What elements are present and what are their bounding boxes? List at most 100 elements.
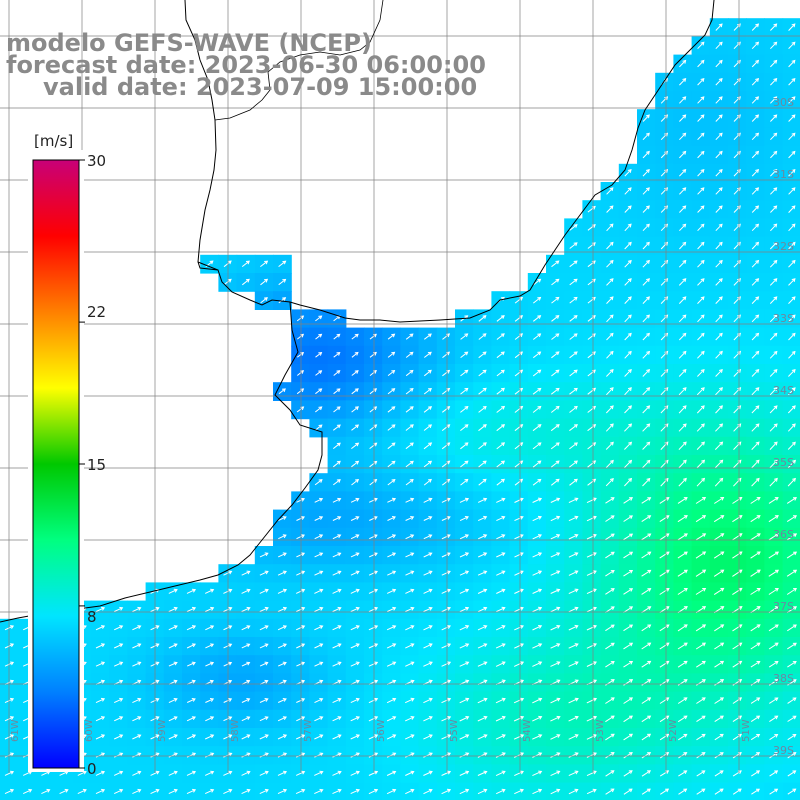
lat-label: 36S <box>773 528 794 541</box>
wind-arrow <box>715 78 723 86</box>
wind-arrow <box>405 369 414 377</box>
wind-arrow <box>642 314 650 323</box>
wind-arrow <box>715 41 723 50</box>
wind-arrow <box>697 150 705 159</box>
wind-arrow <box>788 332 796 341</box>
wind-arrow <box>751 169 760 177</box>
wind-arrow <box>532 606 543 613</box>
wind-arrow <box>768 624 779 632</box>
wind-arrow <box>606 314 614 323</box>
wind-arrow <box>642 441 651 450</box>
wind-arrow <box>314 716 324 722</box>
wind-arrow <box>532 552 543 558</box>
wind-arrow <box>751 223 760 232</box>
wind-arrow <box>641 679 652 686</box>
wind-arrow <box>623 752 633 759</box>
wind-arrow <box>677 642 688 650</box>
colorbar <box>28 150 85 772</box>
wind-arrow <box>477 697 488 704</box>
wind-arrow <box>387 333 396 340</box>
wind-arrow <box>241 260 250 267</box>
wind-arrow <box>95 770 106 776</box>
wind-arrow <box>769 387 778 396</box>
wind-arrow <box>351 406 359 413</box>
wind-arrow <box>315 333 323 340</box>
wind-arrow <box>768 497 779 504</box>
wind-arrow <box>259 606 269 613</box>
wind-arrow <box>714 752 724 759</box>
wind-arrow <box>678 296 687 304</box>
wind-arrow <box>168 643 178 649</box>
wind-arrow <box>350 588 360 594</box>
wind-arrow <box>768 569 780 577</box>
wind-arrow <box>295 625 306 631</box>
wind-arrow <box>478 369 487 377</box>
wind-arrow <box>769 423 778 432</box>
wind-arrow <box>478 315 487 322</box>
wind-arrow <box>477 606 488 613</box>
wind-arrow <box>660 350 669 359</box>
wind-arrow <box>95 643 106 649</box>
wind-arrow <box>624 169 632 177</box>
wind-arrow <box>314 752 324 758</box>
wind-arrow <box>186 588 197 594</box>
wind-arrow <box>751 150 760 159</box>
wind-arrow <box>350 534 360 540</box>
wind-arrow <box>660 278 669 286</box>
wind-arrow <box>715 387 723 396</box>
wind-arrow <box>532 478 542 486</box>
wind-arrow <box>751 405 760 414</box>
wind-arrow <box>113 788 124 795</box>
wind-arrow <box>715 350 723 359</box>
wind-arrow <box>259 752 269 758</box>
wind-arrow <box>478 442 487 450</box>
wind-arrow <box>532 278 542 286</box>
wind-arrow <box>696 660 706 668</box>
wind-arrow <box>732 533 743 541</box>
wind-arrow <box>679 169 687 177</box>
forecast-date: forecast date: 2023-06-30 06:00:00 <box>6 51 486 79</box>
wind-arrow <box>715 187 723 195</box>
wind-arrow <box>732 642 743 650</box>
wind-arrow <box>223 278 232 286</box>
wind-arrow <box>259 698 269 703</box>
wind-arrow <box>623 515 633 522</box>
wind-arrow <box>259 588 269 594</box>
wind-arrow <box>296 661 306 667</box>
wind-arrow <box>641 715 652 723</box>
wind-arrow <box>750 588 761 595</box>
wind-arrow <box>624 205 632 213</box>
wind-arrow <box>405 351 414 358</box>
wind-arrow <box>478 333 487 340</box>
wind-arrow <box>697 223 705 232</box>
wind-arrow <box>460 387 469 395</box>
wind-arrow <box>660 96 669 104</box>
wind-arrow <box>551 278 560 286</box>
wind-arrow <box>786 606 798 614</box>
wind-arrow <box>441 697 452 704</box>
wind-arrow <box>405 534 415 540</box>
wind-arrow <box>769 477 778 487</box>
wind-arrow <box>769 733 779 741</box>
colorbar-tick-8: 8 <box>87 608 97 626</box>
wind-arrow <box>423 752 433 758</box>
wind-arrow <box>732 587 743 596</box>
wind-arrow <box>751 387 760 396</box>
wind-arrow <box>332 552 342 558</box>
wind-arrow <box>387 497 397 503</box>
wind-arrow <box>751 205 760 213</box>
wind-arrow <box>387 388 396 395</box>
wind-arrow <box>788 150 796 159</box>
wind-arrow <box>259 734 269 740</box>
wind-arrow <box>405 643 415 649</box>
wind-arrow <box>333 406 341 413</box>
wind-arrow <box>22 788 33 795</box>
wind-arrow <box>259 552 269 558</box>
wind-arrow <box>168 606 178 613</box>
wind-arrow <box>788 350 796 359</box>
wind-arrow <box>695 624 707 632</box>
wind-arrow <box>605 441 614 450</box>
wind-arrow <box>605 569 615 577</box>
wind-arrow <box>586 588 597 595</box>
wind-arrow <box>606 259 614 268</box>
